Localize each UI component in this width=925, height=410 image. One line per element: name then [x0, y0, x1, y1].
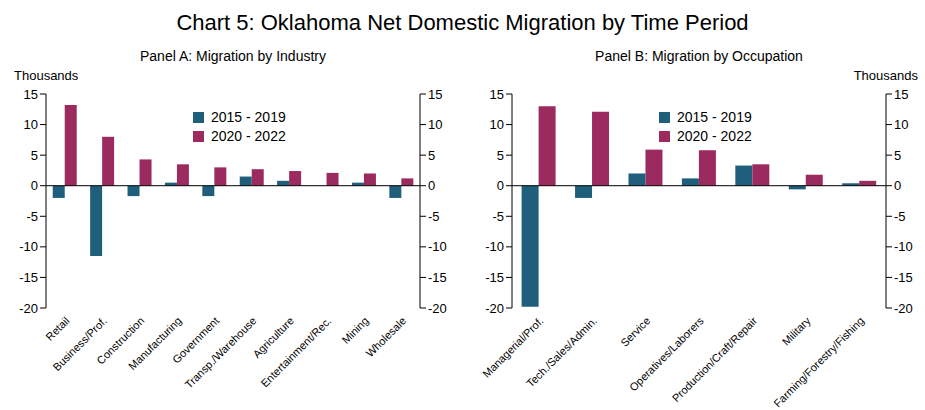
svg-text:5: 5 — [894, 148, 901, 163]
svg-text:-15: -15 — [894, 270, 913, 285]
svg-text:15: 15 — [894, 87, 908, 102]
svg-text:10: 10 — [428, 117, 442, 132]
svg-text:10: 10 — [490, 117, 504, 132]
svg-text:Tech./Sales/Admin.: Tech./Sales/Admin. — [524, 314, 599, 389]
svg-text:10: 10 — [894, 117, 908, 132]
svg-text:5: 5 — [31, 148, 38, 163]
svg-text:Operatives/Laborers: Operatives/Laborers — [627, 314, 706, 394]
svg-text:Retail: Retail — [43, 314, 71, 342]
html-text:Panel A: Migration by Industry: Panel A: Migration by Industry — [140, 48, 326, 64]
svg-text:-10: -10 — [428, 239, 447, 254]
svg-text:Government: Government — [169, 314, 222, 366]
svg-text:5: 5 — [428, 148, 435, 163]
svg-text:Entertainment/Rec.: Entertainment/Rec. — [258, 314, 333, 389]
svg-text:-15: -15 — [485, 270, 504, 285]
svg-text:Service: Service — [618, 314, 652, 348]
html-text:Panel B: Migration by Occupati: Panel B: Migration by Occupation — [595, 48, 803, 64]
svg-text:0: 0 — [31, 178, 38, 193]
svg-text:10: 10 — [24, 117, 38, 132]
svg-text:-20: -20 — [19, 301, 38, 316]
svg-text:-5: -5 — [894, 209, 906, 224]
html-text:Thousands: Thousands — [14, 68, 79, 83]
svg-text:-20: -20 — [428, 301, 447, 316]
svg-text:-20: -20 — [485, 301, 504, 316]
svg-text:Wholesale: Wholesale — [363, 314, 408, 359]
svg-text:-20: -20 — [894, 301, 913, 316]
svg-text:0: 0 — [428, 178, 435, 193]
svg-text:Agriculture: Agriculture — [250, 314, 296, 361]
html-text:Chart 5: Oklahoma Net Domestic: Chart 5: Oklahoma Net Domestic Migration… — [176, 10, 749, 35]
svg-text:Production/Craft/Repair: Production/Craft/Repair — [670, 314, 760, 404]
svg-text:Farming/Forestry/Fishing: Farming/Forestry/Fishing — [771, 314, 866, 408]
html-text:2015 - 2019: 2015 - 2019 — [677, 109, 752, 125]
html-text:Thousands: Thousands — [853, 68, 918, 83]
svg-text:-10: -10 — [19, 239, 38, 254]
html-text:2020 - 2022: 2020 - 2022 — [211, 128, 286, 144]
svg-text:Construction: Construction — [94, 314, 147, 367]
svg-text:Business/Prof.: Business/Prof. — [50, 314, 109, 374]
svg-text:15: 15 — [24, 87, 38, 102]
svg-text:-10: -10 — [894, 239, 913, 254]
svg-text:Manufacturing: Manufacturing — [126, 314, 184, 373]
html-text:2020 - 2022: 2020 - 2022 — [677, 128, 752, 144]
svg-text:0: 0 — [894, 178, 901, 193]
svg-text:0: 0 — [497, 178, 504, 193]
svg-text:15: 15 — [428, 87, 442, 102]
html-text:2015 - 2019: 2015 - 2019 — [211, 109, 286, 125]
svg-text:-15: -15 — [428, 270, 447, 285]
svg-text:-5: -5 — [492, 209, 504, 224]
svg-text:Managerial/Prof.: Managerial/Prof. — [480, 314, 546, 380]
svg-text:-10: -10 — [485, 239, 504, 254]
svg-text:-15: -15 — [19, 270, 38, 285]
svg-text:5: 5 — [497, 148, 504, 163]
svg-text:15: 15 — [490, 87, 504, 102]
svg-text:Transp./Warehouse: Transp./Warehouse — [182, 314, 258, 390]
svg-text:-5: -5 — [26, 209, 38, 224]
svg-text:-5: -5 — [428, 209, 440, 224]
svg-text:Mining: Mining — [339, 314, 370, 345]
svg-text:Military: Military — [780, 314, 813, 347]
